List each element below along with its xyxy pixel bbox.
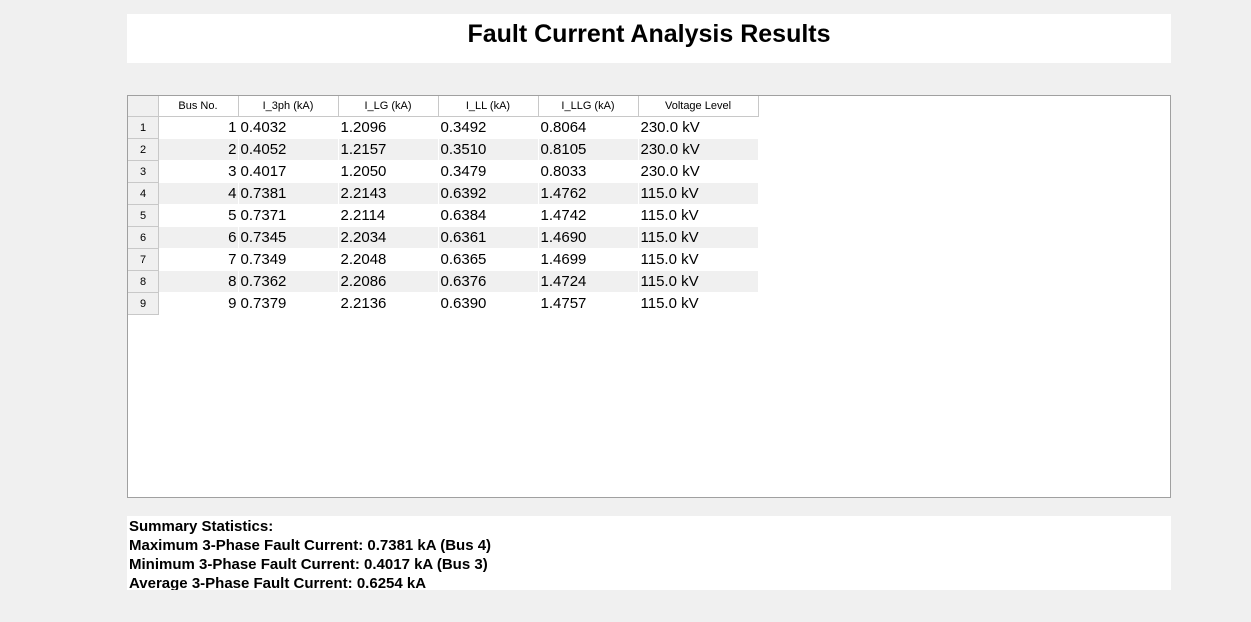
cell-voltage-level[interactable]: 115.0 kV xyxy=(638,182,759,205)
cell-voltage-level[interactable]: 230.0 kV xyxy=(638,116,759,139)
table-row[interactable]: 6 6 0.7345 2.2034 0.6361 1.4690 115.0 kV xyxy=(128,226,759,249)
cell-ill[interactable]: 0.6392 xyxy=(438,182,539,205)
row-header[interactable]: 6 xyxy=(128,226,159,249)
cell-bus-no[interactable]: 6 xyxy=(158,226,239,249)
column-header-illg[interactable]: I_LLG (kA) xyxy=(538,96,639,117)
cell-bus-no[interactable]: 2 xyxy=(158,138,239,161)
summary-max-fault-current: Maximum 3-Phase Fault Current: 0.7381 kA… xyxy=(129,537,492,554)
row-header[interactable]: 8 xyxy=(128,270,159,293)
cell-bus-no[interactable]: 1 xyxy=(158,116,239,139)
cell-illg[interactable]: 1.4724 xyxy=(538,270,639,293)
cell-ilg[interactable]: 1.2096 xyxy=(338,116,439,139)
page-title: Fault Current Analysis Results xyxy=(467,20,831,48)
cell-illg[interactable]: 1.4690 xyxy=(538,226,639,249)
cell-voltage-level[interactable]: 115.0 kV xyxy=(638,248,759,271)
cell-bus-no[interactable]: 8 xyxy=(158,270,239,293)
cell-ilg[interactable]: 2.2048 xyxy=(338,248,439,271)
summary-panel: Summary Statistics: Maximum 3-Phase Faul… xyxy=(127,516,1171,590)
cell-ill[interactable]: 0.6376 xyxy=(438,270,539,293)
cell-voltage-level[interactable]: 115.0 kV xyxy=(638,270,759,293)
table-row[interactable]: 1 1 0.4032 1.2096 0.3492 0.8064 230.0 kV xyxy=(128,116,759,139)
cell-i3ph[interactable]: 0.7349 xyxy=(238,248,339,271)
cell-ill[interactable]: 0.6390 xyxy=(438,292,539,315)
cell-illg[interactable]: 0.8033 xyxy=(538,160,639,183)
cell-illg[interactable]: 1.4699 xyxy=(538,248,639,271)
cell-i3ph[interactable]: 0.4017 xyxy=(238,160,339,183)
cell-ill[interactable]: 0.3510 xyxy=(438,138,539,161)
cell-ill[interactable]: 0.6384 xyxy=(438,204,539,227)
cell-illg[interactable]: 1.4742 xyxy=(538,204,639,227)
column-header-voltage-level[interactable]: Voltage Level xyxy=(638,96,759,117)
cell-illg[interactable]: 1.4757 xyxy=(538,292,639,315)
table-row[interactable]: 5 5 0.7371 2.2114 0.6384 1.4742 115.0 kV xyxy=(128,204,759,227)
table-row[interactable]: 3 3 0.4017 1.2050 0.3479 0.8033 230.0 kV xyxy=(128,160,759,183)
row-header[interactable]: 2 xyxy=(128,138,159,161)
row-header[interactable]: 3 xyxy=(128,160,159,183)
column-header-ilg[interactable]: I_LG (kA) xyxy=(338,96,439,117)
cell-bus-no[interactable]: 3 xyxy=(158,160,239,183)
cell-bus-no[interactable]: 4 xyxy=(158,182,239,205)
cell-bus-no[interactable]: 7 xyxy=(158,248,239,271)
results-table[interactable]: Bus No. I_3ph (kA) I_LG (kA) I_LL (kA) I… xyxy=(128,96,759,315)
row-header[interactable]: 5 xyxy=(128,204,159,227)
table-row[interactable]: 8 8 0.7362 2.2086 0.6376 1.4724 115.0 kV xyxy=(128,270,759,293)
cell-illg[interactable]: 0.8105 xyxy=(538,138,639,161)
column-header-ill[interactable]: I_LL (kA) xyxy=(438,96,539,117)
column-header-bus-no[interactable]: Bus No. xyxy=(158,96,239,117)
cell-ilg[interactable]: 1.2050 xyxy=(338,160,439,183)
cell-voltage-level[interactable]: 230.0 kV xyxy=(638,160,759,183)
cell-ill[interactable]: 0.6365 xyxy=(438,248,539,271)
cell-ilg[interactable]: 2.2143 xyxy=(338,182,439,205)
row-header[interactable]: 1 xyxy=(128,116,159,139)
table-row[interactable]: 9 9 0.7379 2.2136 0.6390 1.4757 115.0 kV xyxy=(128,292,759,315)
cell-voltage-level[interactable]: 115.0 kV xyxy=(638,226,759,249)
table-corner-cell[interactable] xyxy=(128,96,159,117)
summary-avg-fault-current: Average 3-Phase Fault Current: 0.6254 kA xyxy=(129,575,427,590)
cell-i3ph[interactable]: 0.4052 xyxy=(238,138,339,161)
cell-ill[interactable]: 0.3492 xyxy=(438,116,539,139)
cell-i3ph[interactable]: 0.7371 xyxy=(238,204,339,227)
table-header-row: Bus No. I_3ph (kA) I_LG (kA) I_LL (kA) I… xyxy=(128,96,759,117)
cell-i3ph[interactable]: 0.7362 xyxy=(238,270,339,293)
cell-ilg[interactable]: 2.2114 xyxy=(338,204,439,227)
cell-bus-no[interactable]: 5 xyxy=(158,204,239,227)
cell-voltage-level[interactable]: 115.0 kV xyxy=(638,204,759,227)
row-header[interactable]: 9 xyxy=(128,292,159,315)
cell-voltage-level[interactable]: 230.0 kV xyxy=(638,138,759,161)
cell-bus-no[interactable]: 9 xyxy=(158,292,239,315)
cell-illg[interactable]: 1.4762 xyxy=(538,182,639,205)
cell-ill[interactable]: 0.3479 xyxy=(438,160,539,183)
cell-ill[interactable]: 0.6361 xyxy=(438,226,539,249)
table-row[interactable]: 4 4 0.7381 2.2143 0.6392 1.4762 115.0 kV xyxy=(128,182,759,205)
cell-ilg[interactable]: 2.2136 xyxy=(338,292,439,315)
cell-voltage-level[interactable]: 115.0 kV xyxy=(638,292,759,315)
table-row[interactable]: 2 2 0.4052 1.2157 0.3510 0.8105 230.0 kV xyxy=(128,138,759,161)
row-header[interactable]: 7 xyxy=(128,248,159,271)
cell-i3ph[interactable]: 0.4032 xyxy=(238,116,339,139)
row-header[interactable]: 4 xyxy=(128,182,159,205)
table-row[interactable]: 7 7 0.7349 2.2048 0.6365 1.4699 115.0 kV xyxy=(128,248,759,271)
summary-min-fault-current: Minimum 3-Phase Fault Current: 0.4017 kA… xyxy=(129,556,488,573)
cell-ilg[interactable]: 2.2086 xyxy=(338,270,439,293)
title-panel: Fault Current Analysis Results xyxy=(127,14,1171,63)
results-table-panel[interactable]: Bus No. I_3ph (kA) I_LG (kA) I_LL (kA) I… xyxy=(127,95,1171,498)
cell-ilg[interactable]: 2.2034 xyxy=(338,226,439,249)
cell-i3ph[interactable]: 0.7381 xyxy=(238,182,339,205)
cell-illg[interactable]: 0.8064 xyxy=(538,116,639,139)
cell-i3ph[interactable]: 0.7379 xyxy=(238,292,339,315)
summary-heading: Summary Statistics: xyxy=(129,518,274,535)
column-header-i3ph[interactable]: I_3ph (kA) xyxy=(238,96,339,117)
summary-text-block: Summary Statistics: Maximum 3-Phase Faul… xyxy=(127,517,491,590)
cell-ilg[interactable]: 1.2157 xyxy=(338,138,439,161)
cell-i3ph[interactable]: 0.7345 xyxy=(238,226,339,249)
